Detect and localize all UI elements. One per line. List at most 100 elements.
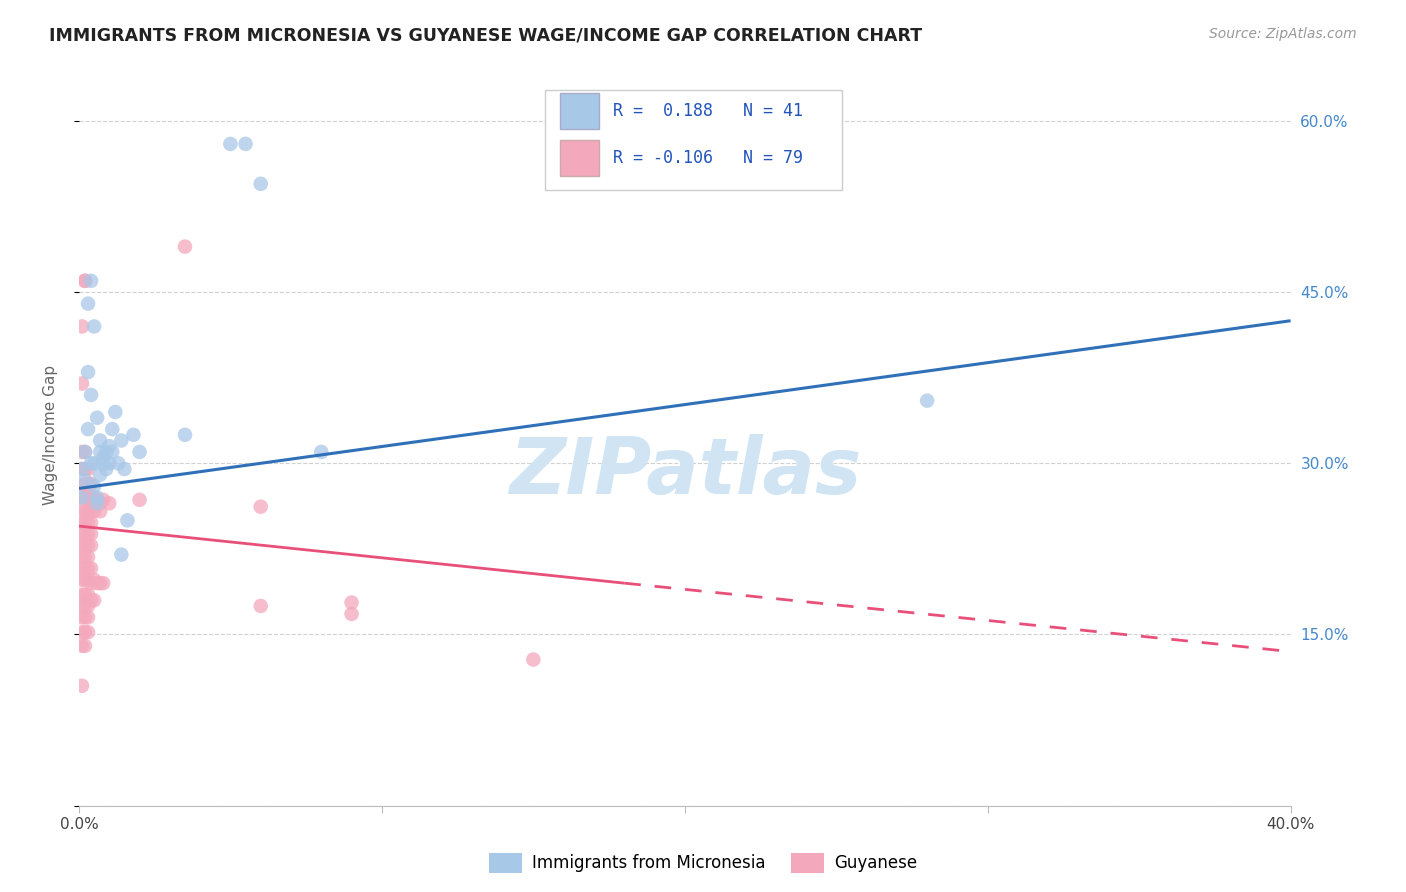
Point [77,476,100,491]
Point [73,527,96,541]
Point [77,491,100,505]
Point [80,593,103,607]
Point [77,527,100,541]
Point [83,491,105,505]
Point [70,516,93,530]
Point [98,456,121,470]
Point [80,274,103,288]
FancyBboxPatch shape [560,140,599,176]
Point [77,610,100,624]
Point [80,456,103,470]
Point [73,599,96,613]
Point [73,445,96,459]
Point [86,491,108,505]
Point [311,445,333,459]
Text: R =  0.188   N = 41: R = 0.188 N = 41 [613,102,803,120]
Point [174,239,197,253]
Point [128,445,150,459]
Point [73,573,96,587]
Point [101,422,124,436]
Point [70,599,93,613]
Point [80,491,103,505]
Point [70,491,93,505]
Point [96,462,118,476]
Point [73,549,96,564]
Point [91,450,114,465]
Point [89,434,111,448]
Text: Source: ZipAtlas.com: Source: ZipAtlas.com [1209,27,1357,41]
Point [86,496,108,510]
Point [73,610,96,624]
Point [91,456,114,470]
Point [80,388,103,402]
Point [117,513,139,527]
Point [110,434,132,448]
Point [70,639,93,653]
Point [70,679,93,693]
Point [77,625,100,640]
Point [91,492,114,507]
Point [77,296,100,310]
FancyBboxPatch shape [560,93,599,128]
Point [89,576,111,591]
Point [249,500,271,514]
Point [340,595,363,609]
Point [112,462,135,476]
Point [73,504,96,518]
Point [77,573,100,587]
Point [70,445,93,459]
Point [83,573,105,587]
Point [235,136,257,151]
Point [249,177,271,191]
Point [110,548,132,562]
Point [73,539,96,553]
Point [104,405,127,419]
Point [77,422,100,436]
Point [77,516,100,530]
Point [89,504,111,518]
Point [70,376,93,391]
Point [98,496,121,510]
Point [83,593,105,607]
Point [70,479,93,493]
Point [70,573,93,587]
Point [522,652,544,666]
Y-axis label: Wage/Income Gap: Wage/Income Gap [44,365,58,505]
Point [70,625,93,640]
Point [73,588,96,602]
Legend: Immigrants from Micronesia, Guyanese: Immigrants from Micronesia, Guyanese [482,847,924,880]
Point [73,561,96,575]
Point [70,561,93,575]
Point [73,274,96,288]
Point [73,462,96,476]
Point [70,549,93,564]
Point [83,456,105,470]
Point [77,504,100,518]
Point [77,561,100,575]
Point [91,576,114,591]
Point [70,610,93,624]
Point [128,492,150,507]
Point [98,439,121,453]
Point [70,462,93,476]
Point [249,599,271,613]
Point [77,549,100,564]
Point [73,639,96,653]
Point [219,136,242,151]
Point [73,274,96,288]
Point [70,588,93,602]
Point [80,576,103,591]
Point [70,527,93,541]
FancyBboxPatch shape [546,90,842,190]
Point [122,427,145,442]
Point [77,588,100,602]
Point [70,502,93,516]
Point [70,539,93,553]
Point [77,462,100,476]
Point [83,504,105,518]
Point [80,539,103,553]
Point [70,491,93,505]
Point [89,496,111,510]
Point [70,319,93,334]
Point [89,467,111,482]
